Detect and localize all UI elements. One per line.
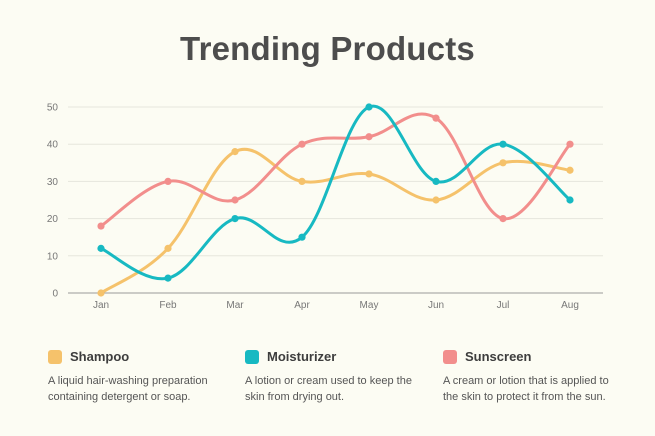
- data-point-moisturizer: [365, 103, 373, 111]
- x-tick-label: Jun: [428, 300, 444, 311]
- data-point-sunscreen: [432, 114, 440, 122]
- data-point-sunscreen: [365, 133, 373, 141]
- x-tick-label: Jan: [93, 300, 109, 311]
- y-tick-label: 40: [47, 140, 59, 151]
- legend-item-shampoo: Shampoo A liquid hair-washing preparatio…: [48, 349, 228, 405]
- y-tick-label: 50: [47, 103, 59, 114]
- data-point-shampoo: [499, 159, 507, 167]
- legend-description: A lotion or cream used to keep the skin …: [245, 375, 412, 403]
- series-line-shampoo: [99, 147, 572, 295]
- x-tick-label: Apr: [294, 300, 310, 311]
- legend-description: A liquid hair-washing preparation contai…: [48, 375, 208, 403]
- legend-description: A cream or lotion that is applied to the…: [443, 375, 609, 403]
- data-point-sunscreen: [231, 196, 239, 204]
- data-point-moisturizer: [231, 215, 239, 223]
- data-point-shampoo: [231, 148, 239, 156]
- legend-item-moisturizer: Moisturizer A lotion or cream used to ke…: [245, 349, 425, 405]
- data-point-sunscreen: [499, 215, 507, 223]
- data-point-sunscreen: [164, 177, 172, 185]
- y-tick-label: 30: [47, 177, 59, 188]
- x-tick-label: Mar: [226, 300, 244, 311]
- x-tick-label: Jul: [497, 300, 510, 311]
- data-point-moisturizer: [566, 196, 574, 204]
- data-point-shampoo: [365, 170, 373, 178]
- legend-swatch: [245, 349, 259, 364]
- legend-swatch: [48, 349, 62, 364]
- data-point-shampoo: [97, 289, 105, 297]
- data-point-moisturizer: [298, 233, 306, 241]
- legend-label: Shampoo: [70, 349, 130, 364]
- data-point-shampoo: [566, 166, 574, 174]
- data-point-shampoo: [164, 244, 172, 252]
- data-point-moisturizer: [499, 140, 507, 148]
- legend-swatch: [443, 349, 457, 364]
- data-point-shampoo: [432, 196, 440, 204]
- legend-label: Moisturizer: [267, 349, 337, 364]
- x-tick-label: Aug: [561, 300, 579, 311]
- legend-item-sunscreen: Sunscreen A cream or lotion that is appl…: [443, 349, 623, 405]
- x-tick-label: Feb: [159, 300, 177, 311]
- y-tick-label: 10: [47, 251, 59, 262]
- x-tick-label: May: [360, 300, 379, 311]
- y-tick-label: 20: [47, 214, 59, 225]
- y-tick-label: 0: [52, 289, 58, 300]
- data-point-sunscreen: [298, 140, 306, 148]
- data-point-moisturizer: [97, 244, 105, 252]
- data-point-shampoo: [298, 177, 306, 185]
- line-chart: 0 10 20 30 40 50 Jan Feb Mar Apr May Jun Jul Aug: [47, 103, 603, 311]
- data-point-moisturizer: [432, 177, 440, 185]
- data-point-sunscreen: [566, 140, 574, 148]
- series-line-moisturizer: [99, 104, 572, 281]
- chart-title: Trending Products: [180, 30, 475, 67]
- data-point-sunscreen: [97, 222, 105, 230]
- legend-label: Sunscreen: [465, 349, 532, 364]
- data-point-moisturizer: [164, 274, 172, 282]
